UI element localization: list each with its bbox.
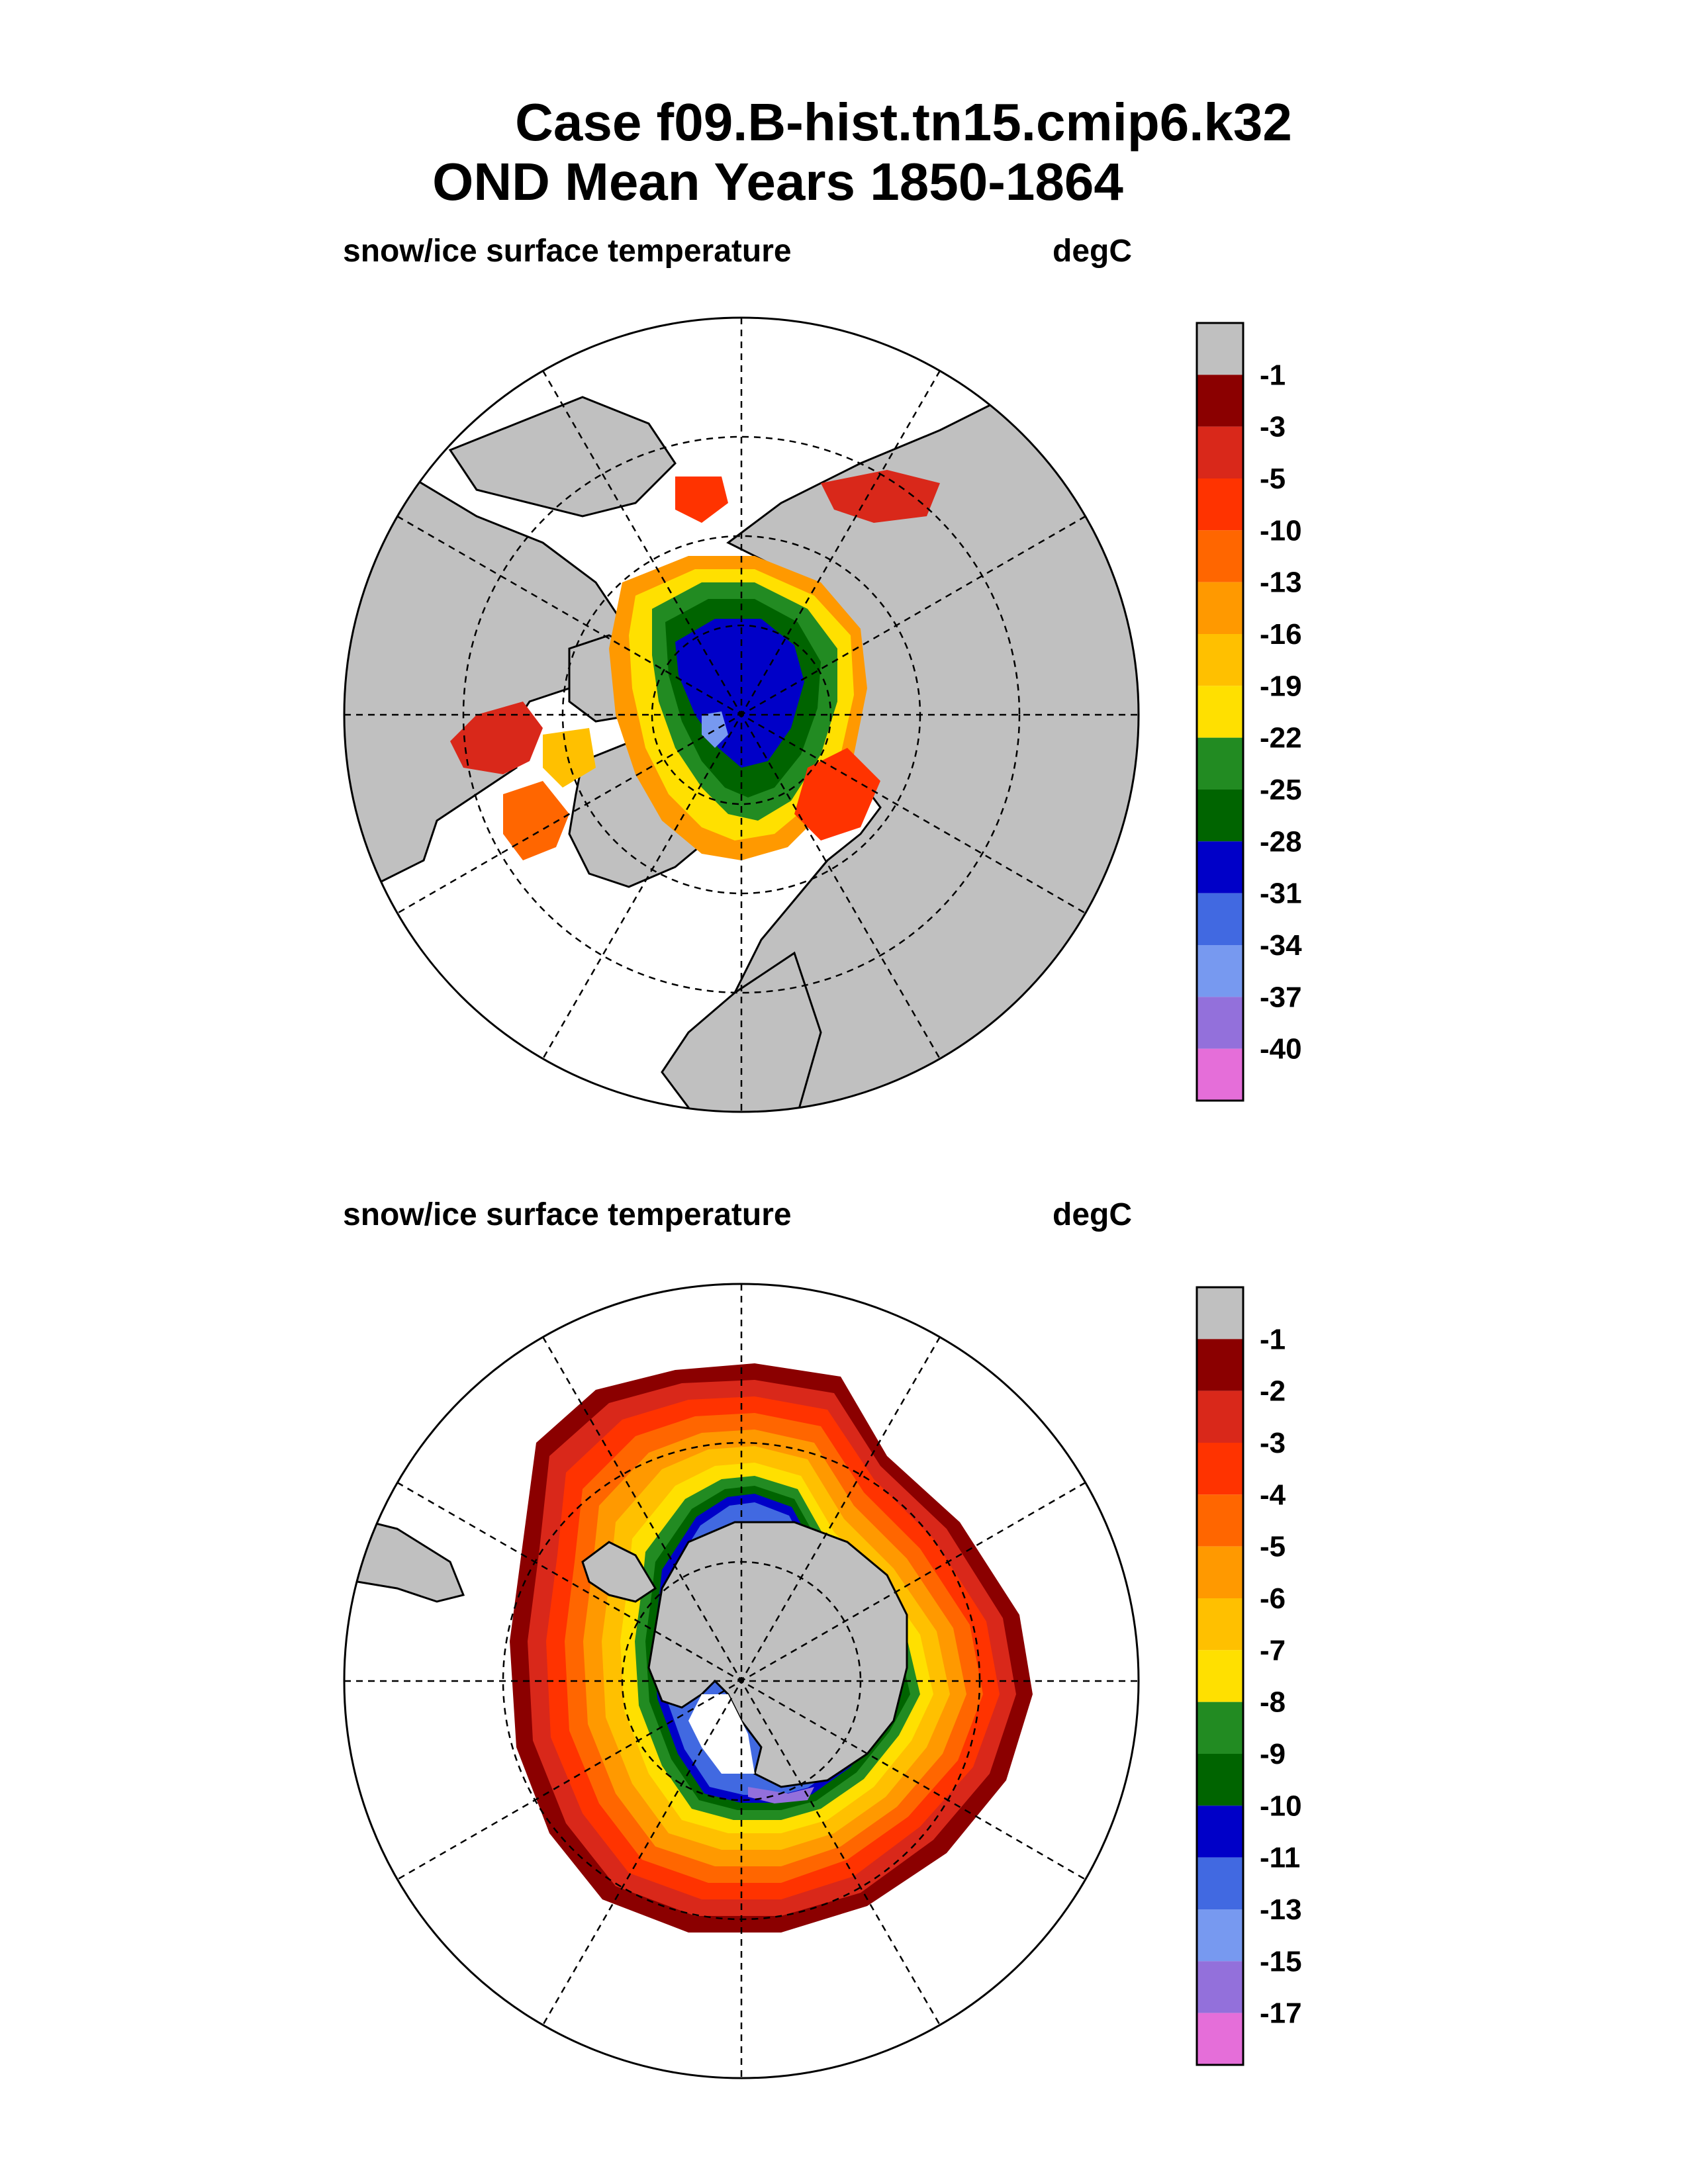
- south-colorbar-swatch: [1197, 1754, 1243, 1806]
- south-colorbar-swatch: [1197, 1650, 1243, 1702]
- south-colorbar-label: -7: [1260, 1634, 1286, 1666]
- north-graticule: [344, 318, 1139, 1112]
- south-colorbar-swatch: [1197, 1494, 1243, 1547]
- south-colorbar-label: -9: [1260, 1738, 1286, 1770]
- north-colorbar-label: -28: [1260, 825, 1302, 858]
- south-colorbar-label: -10: [1260, 1790, 1302, 1822]
- north-colorbar-swatch: [1197, 634, 1243, 686]
- north-ice-hudson: [450, 702, 543, 774]
- north-colorbar-swatch: [1197, 997, 1243, 1049]
- north-colorbar-swatch: [1197, 790, 1243, 842]
- north-colorbar-swatch: [1197, 737, 1243, 790]
- north-colorbar-swatch: [1197, 323, 1243, 375]
- north-colorbar-border: [1196, 322, 1244, 1102]
- north-colorbar-swatch: [1197, 893, 1243, 945]
- north-ice-okhotsk: [821, 470, 940, 523]
- north-colorbar-label: -10: [1260, 514, 1302, 547]
- north-colorbar-label: -34: [1260, 929, 1302, 962]
- south-colorbar-swatch: [1197, 1909, 1243, 1962]
- south-colorbar-border: [1196, 1286, 1244, 2066]
- south-colorbar-swatch: [1197, 1805, 1243, 1858]
- south-colorbar-swatch: [1197, 1339, 1243, 1391]
- north-variable-label: snow/ice surface temperature: [343, 234, 792, 269]
- south-colorbar-label: -5: [1260, 1531, 1286, 1563]
- south-colorbar-swatch: [1197, 1857, 1243, 1909]
- plot-title-case: Case f09.B-hist.tn15.cmip6.k32: [515, 93, 1292, 152]
- north-colorbar-swatch: [1197, 945, 1243, 997]
- north-colorbar-label: -40: [1260, 1033, 1302, 1066]
- south-colorbar-swatch: [1197, 1287, 1243, 1340]
- north-land-north-america: [344, 394, 624, 888]
- south-land-peninsula: [581, 1541, 657, 1603]
- south-map-border: [343, 1283, 1140, 2079]
- south-colorbar-label: -1: [1260, 1323, 1286, 1355]
- south-polar-map: [343, 1283, 1140, 2079]
- north-colorbar-label: -37: [1260, 981, 1302, 1013]
- north-ice-baffin: [543, 728, 596, 788]
- north-units-label: degC: [1053, 234, 1132, 269]
- north-colorbar-label: -31: [1260, 878, 1302, 910]
- north-colorbar-swatch: [1197, 530, 1243, 582]
- north-polar-map: [343, 316, 1140, 1113]
- south-variable-label: snow/ice surface temperature: [343, 1197, 792, 1232]
- north-colorbar-label: -5: [1260, 463, 1286, 495]
- north-colorbar-label: -19: [1260, 670, 1302, 702]
- south-colorbar-swatch: [1197, 1546, 1243, 1598]
- south-ice-ross-gap: [688, 1694, 755, 1774]
- north-colorbar-swatch: [1197, 478, 1243, 531]
- north-land-beringia: [448, 396, 677, 518]
- south-colorbar-label: -11: [1260, 1842, 1300, 1874]
- north-ice-labrador: [503, 781, 569, 860]
- north-colorbar-swatch: [1197, 841, 1243, 893]
- north-map-border: [343, 316, 1140, 1113]
- south-colorbar-label: -2: [1260, 1375, 1286, 1408]
- north-colorbar: -1 -3 -5 -10 -13 -16 -19 -22 -25 -28 -31 -34 -37 -40: [1196, 322, 1302, 1102]
- south-colorbar-swatch: [1197, 1443, 1243, 1495]
- north-colorbar-label: -16: [1260, 618, 1302, 651]
- south-colorbar-swatch: [1197, 2013, 1243, 2065]
- south-colorbar-swatch: [1197, 1390, 1243, 1443]
- south-ice-weddell-purple: [748, 1787, 814, 1803]
- north-colorbar-swatch: [1197, 426, 1243, 478]
- south-colorbar-label: -3: [1260, 1427, 1286, 1459]
- south-colorbar-swatch: [1197, 1598, 1243, 1651]
- north-colorbar-label: -3: [1260, 411, 1286, 443]
- south-colorbar-label: -4: [1260, 1479, 1286, 1511]
- north-colorbar-label: -25: [1260, 774, 1302, 806]
- north-colorbar-label: -22: [1260, 722, 1302, 754]
- south-graticule: [344, 1284, 1139, 2078]
- north-ice-bering: [675, 477, 728, 523]
- north-colorbar-swatch: [1197, 582, 1243, 634]
- north-colorbar-swatch: [1197, 686, 1243, 738]
- north-ice-core-lightblue: [702, 711, 728, 748]
- south-colorbar: -1 -2 -3 -4 -5 -6 -7 -8 -9 -10 -11 -13 -15 -17: [1196, 1286, 1302, 2066]
- north-colorbar-swatch: [1197, 1048, 1243, 1101]
- plot-title-period: OND Mean Years 1850-1864: [432, 152, 1123, 211]
- north-colorbar-label: -13: [1260, 567, 1302, 599]
- south-colorbar-label: -8: [1260, 1686, 1286, 1719]
- north-colorbar-label: -1: [1260, 359, 1286, 391]
- south-colorbar-swatch: [1197, 1702, 1243, 1754]
- south-colorbar-label: -15: [1260, 1945, 1302, 1978]
- north-ice-barents: [794, 748, 880, 841]
- south-units-label: degC: [1053, 1197, 1132, 1232]
- south-colorbar-label: -6: [1260, 1582, 1286, 1615]
- south-colorbar-label: -13: [1260, 1893, 1302, 1926]
- north-colorbar-swatch: [1197, 375, 1243, 427]
- south-colorbar-swatch: [1197, 1961, 1243, 2013]
- south-colorbar-label: -17: [1260, 1997, 1302, 2030]
